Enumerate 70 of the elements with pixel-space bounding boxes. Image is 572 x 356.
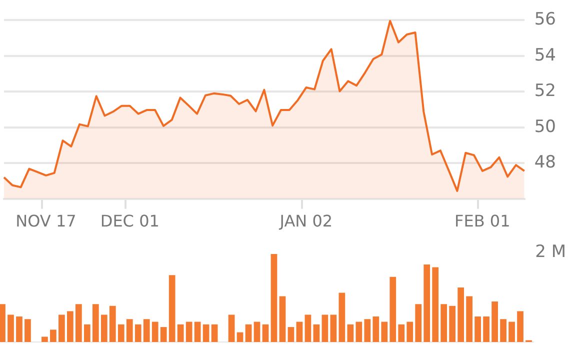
bar	[398, 324, 405, 342]
bar	[100, 314, 108, 342]
x-tick-label: DEC 01	[100, 212, 160, 231]
bar	[194, 322, 201, 342]
bar	[228, 314, 235, 342]
bar	[296, 322, 303, 342]
bar	[245, 324, 252, 342]
bar	[330, 314, 337, 342]
bar	[186, 322, 192, 342]
bar	[254, 322, 260, 342]
bar	[449, 306, 456, 342]
bar	[458, 287, 464, 342]
bar	[313, 324, 320, 342]
bar	[42, 336, 48, 342]
bar	[500, 319, 506, 342]
bar	[262, 324, 269, 342]
bar	[143, 319, 150, 342]
bar	[508, 322, 515, 342]
bar	[492, 302, 498, 342]
bar	[211, 324, 218, 342]
bar	[50, 330, 56, 342]
y-tick-label: 54	[534, 45, 556, 66]
bar	[270, 254, 278, 342]
bar	[338, 292, 346, 342]
y-tick-label: 50	[534, 116, 556, 137]
bar	[126, 319, 133, 342]
y-tick-label: 52	[534, 81, 556, 102]
bar	[0, 304, 6, 342]
bar	[168, 275, 176, 342]
bar	[364, 319, 371, 342]
bar	[160, 327, 167, 342]
bar	[24, 319, 31, 342]
bar	[75, 304, 82, 342]
y-tick-label: 56	[534, 10, 556, 30]
bar	[483, 316, 490, 342]
bar	[84, 324, 90, 342]
bar	[347, 324, 354, 342]
bar	[356, 322, 362, 342]
bar	[236, 332, 244, 342]
bar	[109, 306, 116, 342]
bar	[8, 314, 14, 342]
x-tick-label: NOV 17	[16, 212, 76, 231]
bar	[134, 324, 142, 342]
bar	[517, 311, 524, 342]
bar	[474, 316, 481, 342]
text: 2 M	[535, 242, 566, 262]
bar	[288, 327, 294, 342]
bar	[202, 324, 210, 342]
y-tick-label: 48	[534, 152, 556, 172]
x-tick-label: JAN 02	[278, 212, 333, 231]
bar	[440, 304, 448, 342]
bar	[322, 314, 328, 342]
bar	[466, 296, 472, 342]
x-tick-label: FEB 01	[454, 212, 510, 231]
bar	[279, 296, 286, 342]
bar	[390, 276, 396, 342]
bar	[304, 314, 312, 342]
bar	[415, 304, 422, 342]
bar	[118, 324, 124, 342]
bar	[92, 304, 99, 342]
bar	[16, 316, 22, 342]
bar	[372, 316, 380, 342]
bar	[406, 322, 414, 342]
bar	[152, 322, 158, 342]
bar	[67, 311, 74, 342]
bar	[424, 264, 430, 342]
bar	[58, 314, 65, 342]
bar	[177, 324, 184, 342]
bar	[432, 267, 439, 342]
bar	[381, 322, 388, 342]
